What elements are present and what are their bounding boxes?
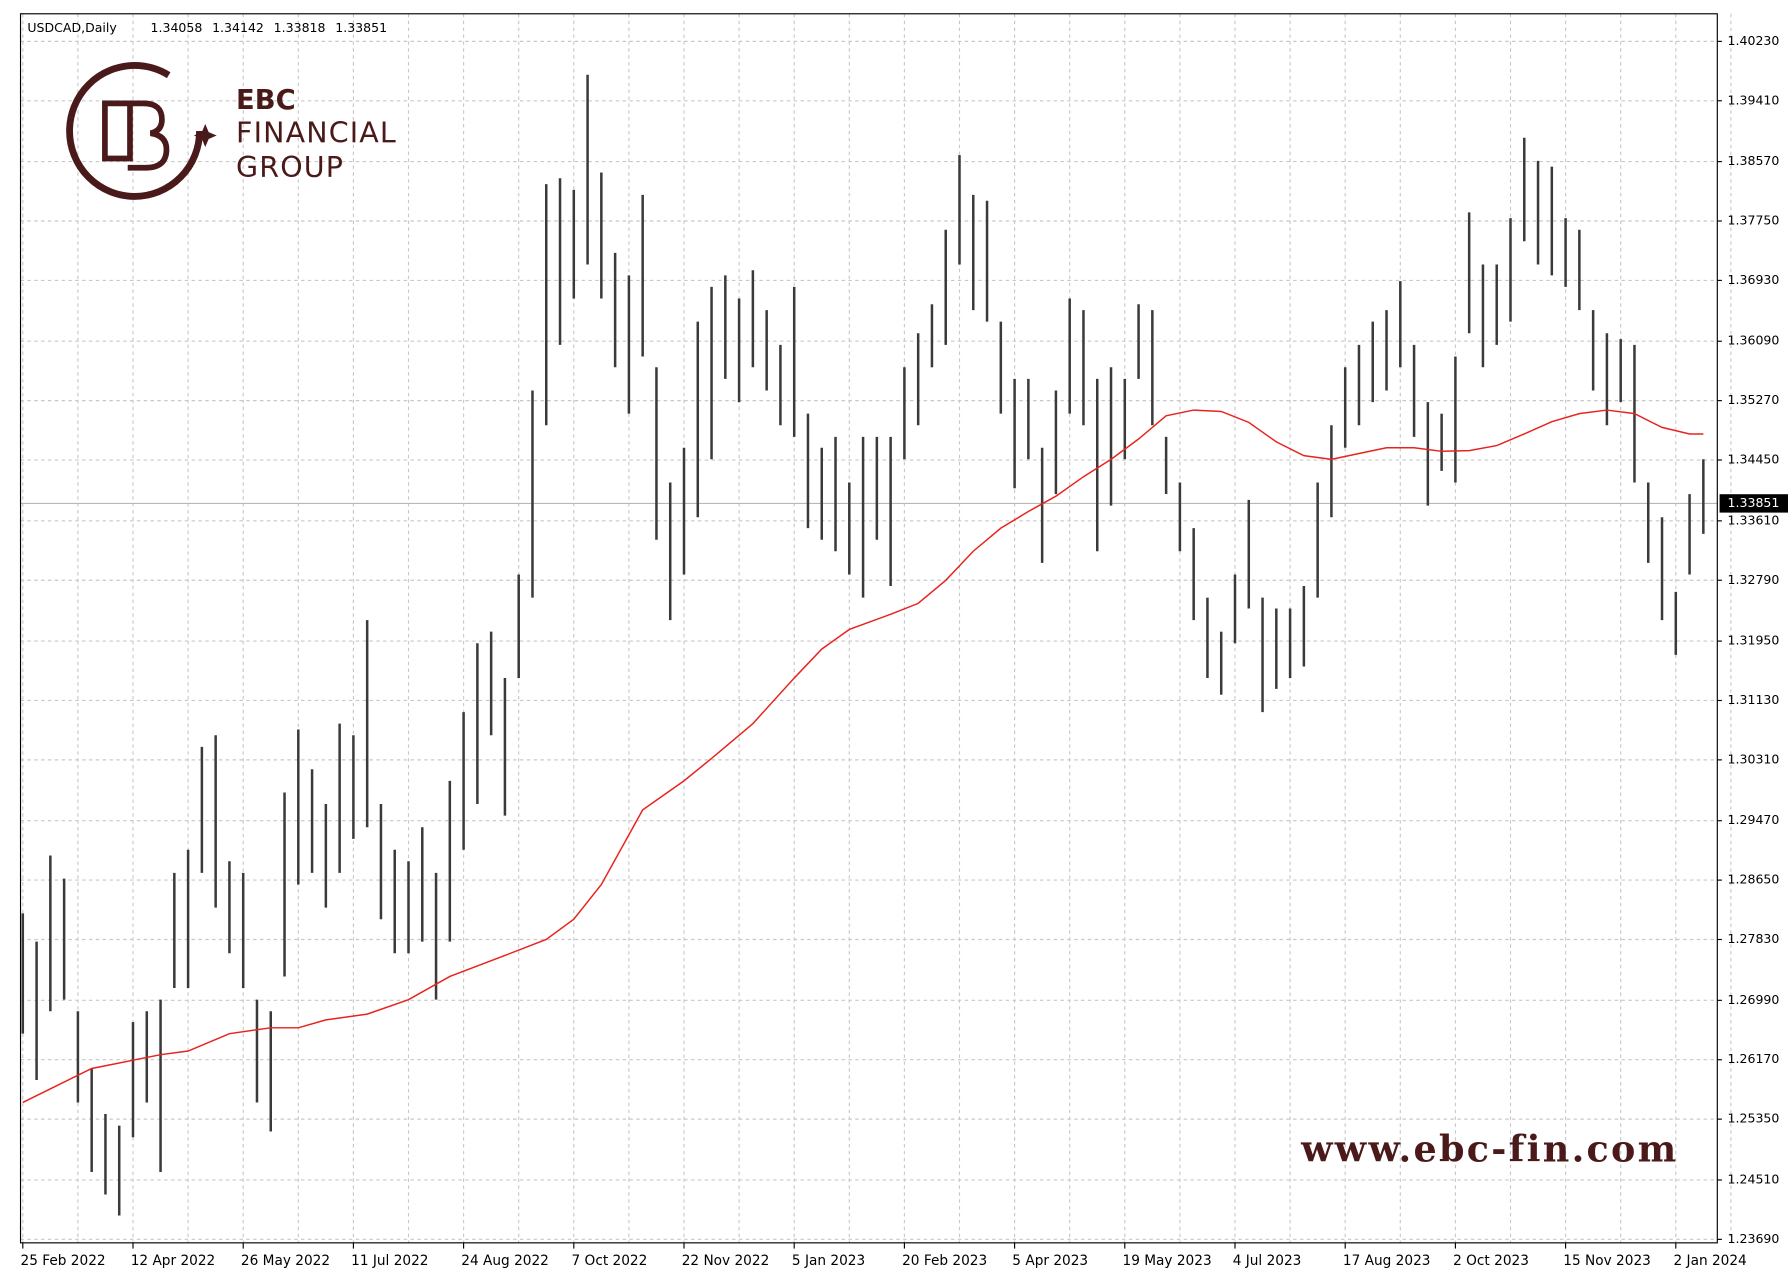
x-tick-label: 20 Feb 2023 — [902, 1253, 987, 1269]
watermark: www.ebc-fin.com — [1300, 1128, 1678, 1171]
logo-text: GROUP — [236, 150, 344, 184]
logo-mark — [102, 100, 170, 171]
header-value: 1.34142 — [212, 20, 264, 35]
y-tick-label: 1.23690 — [1728, 1231, 1780, 1246]
header-value: 1.33818 — [274, 20, 326, 35]
y-tick-label: 1.40230 — [1728, 33, 1780, 48]
y-tick-label: 1.37750 — [1728, 212, 1780, 227]
x-tick-label: 12 Apr 2022 — [131, 1253, 216, 1269]
y-tick-label: 1.25350 — [1728, 1111, 1780, 1126]
x-tick-label: 22 Nov 2022 — [682, 1253, 770, 1269]
x-tick-label: 26 May 2022 — [241, 1253, 330, 1269]
y-tick-label: 1.26170 — [1728, 1051, 1780, 1066]
y-tick-label: 1.34450 — [1728, 451, 1780, 466]
logo-ring — [66, 62, 203, 200]
plot-frame — [19, 13, 1718, 1244]
header-values: 1.34058 1.34142 1.33818 1.33851 — [151, 20, 388, 35]
symbol-label: USDCAD,Daily — [27, 20, 117, 35]
header-value: 1.33851 — [335, 20, 387, 35]
header-value: 1.34058 — [151, 20, 203, 35]
y-tick-label: 1.38570 — [1728, 153, 1780, 168]
marks — [20, 74, 1718, 1216]
x-tick-label: 2 Oct 2023 — [1453, 1253, 1529, 1269]
x-tick-label: 2 Jan 2024 — [1674, 1253, 1747, 1269]
x-tick-label: 11 Jul 2022 — [351, 1253, 428, 1269]
logo-text: FINANCIAL — [236, 115, 397, 149]
x-tick-label: 24 Aug 2022 — [461, 1253, 549, 1269]
x-tick-label: 7 Oct 2022 — [572, 1253, 648, 1269]
y-tick-label: 1.31130 — [1728, 692, 1780, 707]
y-tick-label: 1.27830 — [1728, 931, 1780, 946]
x-tick-label: 17 Aug 2023 — [1343, 1253, 1431, 1269]
x-tick-label: 5 Apr 2023 — [1012, 1253, 1088, 1269]
y-tick-label: 1.31950 — [1728, 633, 1780, 648]
y-tick-label: 1.30310 — [1728, 751, 1780, 766]
logo: EBC FINANCIAL GROUP — [66, 62, 397, 200]
y-tick-label: 1.24510 — [1728, 1171, 1780, 1186]
x-tick-label: 5 Jan 2023 — [792, 1253, 865, 1269]
last-price-box — [1719, 494, 1788, 513]
logo-star — [193, 124, 217, 148]
x-tick-label: 25 Feb 2022 — [21, 1253, 106, 1269]
y-tick-label: 1.33610 — [1728, 512, 1780, 527]
last-price-label: 1.33851 — [1728, 495, 1780, 510]
logo-text: EBC — [236, 85, 296, 116]
y-tick-label: 1.36090 — [1728, 333, 1780, 348]
x-tick-label: 4 Jul 2023 — [1233, 1253, 1302, 1269]
x-tick-label: 15 Nov 2023 — [1563, 1253, 1651, 1269]
y-tick-label: 1.28650 — [1728, 872, 1780, 887]
y-tick-label: 1.32790 — [1728, 572, 1780, 587]
y-tick-label: 1.35270 — [1728, 392, 1780, 407]
y-tick-label: 1.36930 — [1728, 272, 1780, 287]
y-tick-label: 1.29470 — [1728, 812, 1780, 827]
y-tick-label: 1.39410 — [1728, 92, 1780, 107]
y-tick-label: 1.26990 — [1728, 992, 1780, 1007]
x-tick-label: 19 May 2023 — [1123, 1253, 1212, 1269]
moving-average — [22, 409, 1704, 1104]
